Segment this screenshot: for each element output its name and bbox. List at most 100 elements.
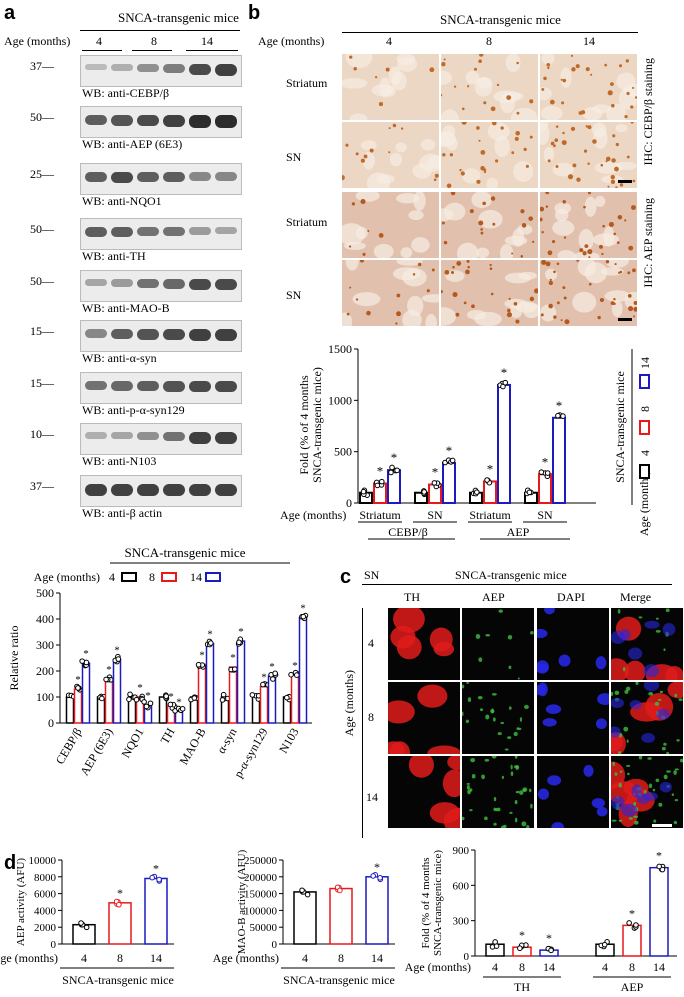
if-signal [648,783,653,789]
data-point [115,656,122,662]
category-label: 14 [543,960,555,974]
panel-c-letter: c [340,566,352,588]
ihc-stain-dot [396,311,401,317]
if-signal [665,608,670,613]
category-label: 14 [653,960,665,974]
if-signal [657,698,662,702]
panel-b-header-line [342,32,638,33]
ihc-stain-dot [540,313,544,317]
if-signal [495,808,498,812]
if-signal [621,803,638,817]
if-signal [638,616,643,619]
if-signal [522,788,526,792]
y-tick-label: 6000 [34,889,57,901]
if-signal [514,765,519,769]
bar [552,416,566,504]
ihc-image [540,260,637,326]
if-signal [629,700,642,710]
panel-c-header: SNCA-transgenic mice [455,568,567,582]
ihc-image [342,192,439,258]
data-point [143,703,150,710]
data-point [548,947,554,954]
if-signal [663,774,668,780]
if-signal [491,693,497,696]
if-signal [674,799,679,802]
ihc-stain-dot [619,183,624,187]
ihc-cell [499,244,514,258]
ihc-cell [412,163,432,179]
blot-band [163,432,185,442]
if-signal [533,628,548,639]
blot-mw-marker: 37— [30,479,54,493]
if-signal [461,816,465,821]
ihc-cell [360,140,377,151]
if-signal [417,684,448,708]
if-signal [655,629,661,633]
ihc-stain-dot [476,179,481,184]
ihc-stain-dot [545,192,550,195]
bar [65,696,75,724]
ihc-image [441,192,538,258]
ihc-stain-dot [576,177,581,182]
legend-swatch [205,572,221,582]
if-signal [497,732,502,736]
legend-swatch [639,420,650,435]
ihc-stain-dot [540,206,545,212]
if-signal [515,817,518,823]
if-signal [533,663,549,673]
if-texture [537,764,608,834]
if-signal [484,758,490,762]
blot-band [137,172,159,183]
ihc-cell [355,192,380,202]
panel-c-col-merge: Merge [620,590,652,604]
data-point [156,876,162,883]
ihc-stain-dot [582,251,587,256]
ihc-stain-dot [360,199,366,205]
ihc-stain-dot [587,162,590,165]
y-tick-label: 4000 [34,905,57,917]
x-axis-title: SNCA-transgenic mice [62,973,174,987]
if-signal [610,698,625,709]
ihc-stain-dot [632,179,636,183]
blot-band [111,115,133,126]
ihc-stain-dot [443,240,448,245]
panel-a-age-line-4 [82,50,122,51]
panel-b-row-sn-1: SN [286,150,302,164]
significance-star: * [114,644,120,656]
data-point [191,695,198,701]
ihc-stain-dot [548,303,553,309]
ihc-stain-dot [551,240,556,244]
ihc-stain-dot [599,297,604,303]
y-tick-label: 0 [51,939,57,951]
category-label: 4 [602,960,608,974]
data-point [163,693,169,699]
if-signal [595,718,607,730]
ihc-stain-dot [451,271,455,275]
if-signal [655,778,660,783]
blot-band [215,432,237,444]
if-signal [627,772,630,776]
y-tick-label: 1500 [328,342,352,356]
ihc-stain-dot [564,319,570,325]
significance-star: * [137,682,143,694]
blot-band [189,329,211,341]
if-texture [475,609,534,680]
category-label: 8 [519,960,525,974]
ihc-cell [345,260,359,271]
if-image [388,605,460,680]
significance-star: * [377,463,384,478]
ihc-cell [388,66,402,86]
ihc-texture [540,122,637,188]
x-row-label: Age (months) [280,508,346,522]
if-signal [631,784,642,798]
ihc-stain-dot [585,67,590,72]
panel-b-stain-aep: IHC: AEP staining [641,198,655,288]
ihc-stain-dot [587,192,592,195]
data-point [304,891,311,898]
ihc-stain-dot [360,158,365,163]
blot-image [80,106,242,138]
ihc-image [342,54,439,120]
data-point [538,469,545,475]
ihc-texture [342,123,439,188]
if-signal [623,726,629,732]
